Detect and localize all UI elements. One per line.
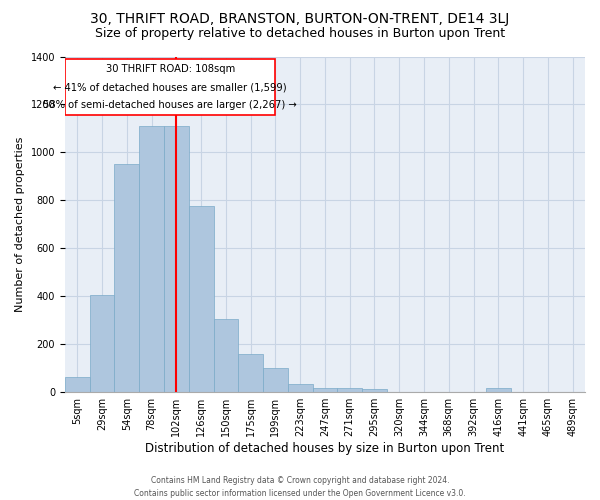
Text: Size of property relative to detached houses in Burton upon Trent: Size of property relative to detached ho… xyxy=(95,28,505,40)
Bar xyxy=(89,295,115,392)
Bar xyxy=(214,319,238,392)
Text: ← 41% of detached houses are smaller (1,599): ← 41% of detached houses are smaller (1,… xyxy=(53,82,287,92)
Bar xyxy=(115,164,139,392)
Bar xyxy=(288,384,313,392)
Bar xyxy=(164,126,189,392)
Bar xyxy=(486,388,511,392)
Bar xyxy=(238,354,263,392)
Bar xyxy=(313,388,337,392)
Text: 58% of semi-detached houses are larger (2,267) →: 58% of semi-detached houses are larger (… xyxy=(43,100,297,110)
Text: 30 THRIFT ROAD: 108sqm: 30 THRIFT ROAD: 108sqm xyxy=(106,64,235,74)
Bar xyxy=(263,368,288,392)
Bar xyxy=(65,59,275,115)
Bar xyxy=(139,126,164,392)
Bar xyxy=(189,206,214,392)
Text: Contains HM Land Registry data © Crown copyright and database right 2024.
Contai: Contains HM Land Registry data © Crown c… xyxy=(134,476,466,498)
X-axis label: Distribution of detached houses by size in Burton upon Trent: Distribution of detached houses by size … xyxy=(145,442,505,455)
Bar xyxy=(362,390,387,392)
Bar xyxy=(65,376,89,392)
Text: 30, THRIFT ROAD, BRANSTON, BURTON-ON-TRENT, DE14 3LJ: 30, THRIFT ROAD, BRANSTON, BURTON-ON-TRE… xyxy=(91,12,509,26)
Y-axis label: Number of detached properties: Number of detached properties xyxy=(15,136,25,312)
Bar xyxy=(337,388,362,392)
